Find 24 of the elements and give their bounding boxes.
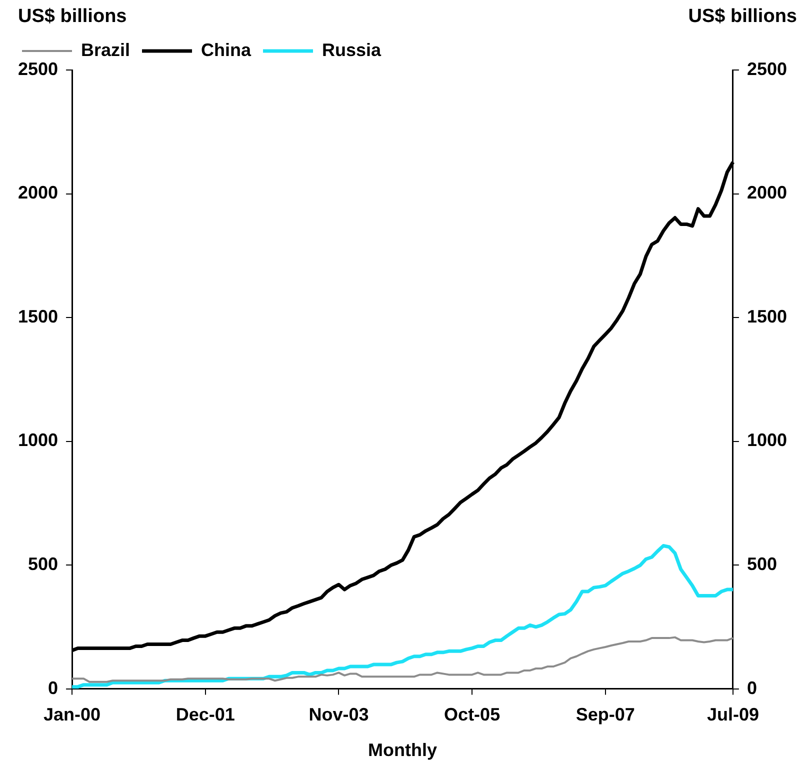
y-tick-label: 1000 [18, 430, 58, 450]
y-tick-label: 500 [28, 554, 58, 574]
x-axis-title: Monthly [368, 740, 437, 760]
y2-tick-label: 1500 [746, 306, 788, 326]
y-tick-label: 0 [48, 678, 58, 698]
y2-tick-label: 2500 [746, 58, 788, 79]
legend-label: China [201, 40, 252, 60]
x-tick-label: Jan-00 [44, 704, 101, 725]
y2-tick-label: 0 [746, 678, 757, 698]
x-tick-label: Jul-09 [706, 704, 759, 725]
y-tick-label: 2500 [18, 58, 58, 79]
legend-label: Brazil [81, 40, 130, 60]
x-tick-label: Oct-05 [444, 704, 500, 725]
legend-label: Russia [322, 40, 382, 60]
y2-tick-label: 500 [746, 554, 778, 574]
y-tick-label: 1500 [18, 306, 58, 326]
y2-axis-title: US$ billions [688, 6, 797, 28]
x-tick-label: Nov-03 [308, 704, 369, 725]
y-tick-label: 2000 [18, 182, 58, 203]
y2-tick-label: 1000 [746, 430, 788, 450]
y2-tick-label: 2000 [746, 182, 788, 203]
y-axis-title: US$ billions [18, 6, 127, 28]
x-tick-label: Sep-07 [576, 704, 635, 725]
x-tick-label: Dec-01 [176, 704, 235, 725]
